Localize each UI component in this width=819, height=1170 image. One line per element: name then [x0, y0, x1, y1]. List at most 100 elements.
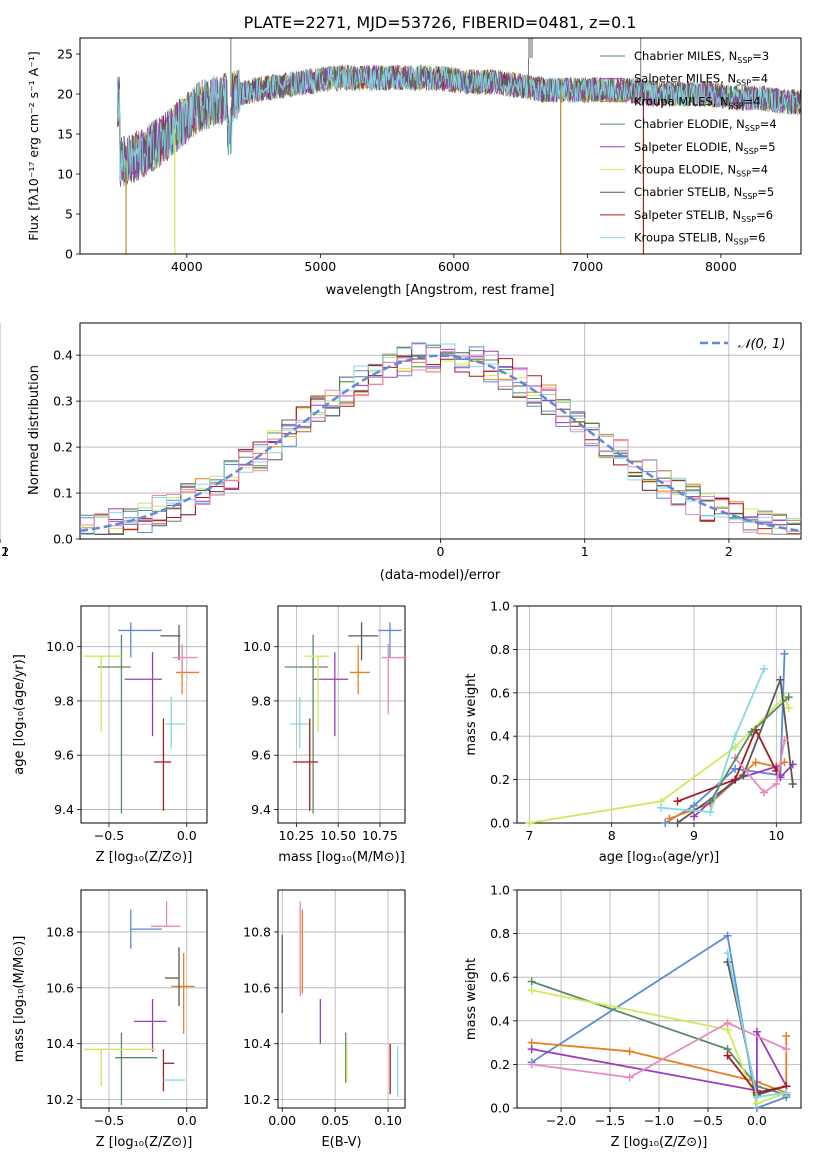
legend-label: Salpeter ELODIE, NSSP=5	[634, 140, 776, 156]
mass-z-errorbars	[84, 901, 195, 1106]
age-mass-ytick-label: 9.6	[251, 748, 271, 763]
mw-age-marker	[657, 803, 666, 812]
histogram-xtick-label: 0	[437, 544, 445, 559]
mw-age-ytick-label: 0.0	[490, 816, 510, 831]
histogram-ytick-label: 0.3	[53, 394, 73, 409]
mw-z-marker	[723, 1018, 732, 1027]
spectrum-panel: PLATE=2271, MJD=53726, FIBERID=0481, z=0…	[26, 13, 802, 298]
spectrum-xtick-label: 6000	[438, 259, 470, 274]
age-z-xlabel: Z [log₁₀(Z/Z⊙)]	[96, 850, 193, 865]
legend-subscript: SSP	[741, 215, 756, 224]
mw-z-marker	[527, 1060, 536, 1069]
age-mass-xtick-label: 10.50	[320, 828, 356, 843]
mass-ebv-xlabel: E(B-V)	[321, 1135, 361, 1150]
mw-age-marker	[784, 703, 793, 712]
spectrum-ytick-label: 10	[57, 167, 73, 182]
histogram-legend-label: 𝒩(0, 1)	[738, 337, 785, 352]
age-z-xtick-label: −0.5	[94, 828, 124, 843]
mw-age-marker	[759, 788, 768, 797]
mass-ebv-xtick-label: 0.00	[268, 1113, 296, 1128]
mw-z-ytick-label: 1.0	[490, 883, 510, 898]
histogram-xlabel: (data-model)/error	[380, 568, 501, 583]
mw-age-ytick-label: 0.6	[490, 685, 510, 700]
mass-z-xtick-label: −0.5	[94, 1113, 124, 1128]
age-mass-errorbars	[284, 622, 407, 814]
mw-age-marker	[751, 758, 760, 767]
age-mass-ytick-label: 10.0	[243, 639, 271, 654]
age-z-ylabel: age [log₁₀(age/yr)]	[12, 654, 27, 775]
mw-age-marker	[673, 797, 682, 806]
legend-suffix: =4	[751, 72, 768, 86]
mw-z-marker	[527, 1045, 536, 1054]
mw-z-ylabel: mass weight	[464, 958, 479, 1040]
mw-z-ytick-label: 0.8	[490, 926, 510, 941]
mw-z-marker	[527, 986, 536, 995]
age-z-ytick-label: 9.4	[54, 802, 74, 817]
spectrum-xtick-label: 5000	[304, 259, 336, 274]
spectrum-ytick-label: 0	[65, 247, 73, 262]
mw-age-marker	[731, 732, 740, 741]
mw-age-marker	[780, 736, 789, 745]
mw-z-marker	[723, 1051, 732, 1060]
mass-z-ylabel-text: mass [log₁₀(M/M⊙)]	[12, 936, 27, 1063]
mw-z-xtick-label: −0.5	[693, 1113, 723, 1128]
mw-z-xtick-label: 0.0	[747, 1113, 767, 1128]
mw-z-series	[531, 989, 787, 1105]
spectrum-line	[117, 65, 801, 183]
mw-age-marker	[780, 649, 789, 658]
mass-z-ytick-label: 10.2	[46, 1092, 74, 1107]
legend-suffix: =4	[751, 163, 768, 177]
histogram-ytick-label: 0.1	[53, 486, 73, 501]
mw-age-marker	[706, 797, 715, 806]
spectrum-legend: Chabrier MILES, NSSP=3 Salpeter MILES, NS…	[600, 49, 777, 247]
mw-z-ytick-label: 0.2	[490, 1057, 510, 1072]
legend-suffix: =4	[744, 94, 761, 108]
legend-subscript: SSP	[736, 79, 751, 88]
mw-age-ytick-label: 0.4	[490, 729, 510, 744]
spectrum-ylabel-text: Flux [fλ10⁻¹⁷ erg cm⁻² s⁻¹ A⁻¹]	[26, 51, 41, 240]
histogram-xtick-label: 2	[725, 544, 733, 559]
mass-z-ytick-label: 10.6	[46, 980, 74, 995]
mass-z-ylabel: mass [log₁₀(M/M⊙)]	[12, 936, 27, 1063]
normal-curve	[79, 354, 802, 533]
age-mass-xlabel: mass [log₁₀(M/M⊙)]	[278, 850, 405, 865]
mass-ebv-ytick-label: 10.8	[243, 924, 271, 939]
mw-age-lines	[525, 649, 797, 827]
mw-z-marker	[723, 949, 732, 958]
age-vs-metallicity-panel: −0.5 0.0 9.4 9.6 9.8 10.0 Z [log₁₀(Z/Z⊙)] age […	[12, 605, 208, 865]
legend-subscript: SSP	[736, 170, 751, 179]
spectrum-ylabel: Flux [fλ10⁻¹⁷ erg cm⁻² s⁻¹ A⁻¹]	[26, 51, 41, 240]
age-mass-frame	[277, 605, 406, 824]
spectrum-xtick-label: 8000	[705, 259, 737, 274]
mw-age-marker	[731, 775, 740, 784]
legend-subscript: SSP	[742, 192, 757, 201]
histogram-ytick-label: 0.4	[53, 348, 73, 363]
mw-z-marker	[752, 1093, 761, 1102]
spectrum-title: PLATE=2271, MJD=53726, FIBERID=0481, z=0…	[244, 13, 637, 32]
mw-age-ytick-label: 1.0	[490, 599, 510, 614]
mw-age-marker	[689, 812, 698, 821]
mw-z-marker	[782, 1045, 791, 1054]
histogram-ytick-label: 0.0	[53, 532, 73, 547]
legend-label: Chabrier STELIB, NSSP=5	[634, 185, 774, 201]
age-z-ytick-label: 9.8	[54, 693, 74, 708]
histogram-series	[80, 347, 801, 533]
histogram-xtick-label: −2	[0, 544, 9, 559]
mass-vs-extinction-panel: 0.00 0.05 0.10 10.2 10.4 10.6 10.8 E(B-V)	[243, 889, 406, 1150]
mass-ebv-ytick-label: 10.6	[243, 980, 271, 995]
mw-age-xtick-label: 9	[690, 828, 698, 843]
spectrum-xtick-label: 7000	[571, 259, 603, 274]
mw-age-series	[734, 740, 786, 794]
mw-age-series	[677, 727, 778, 803]
mw-z-marker	[752, 1027, 761, 1036]
mass-z-ytick-label: 10.8	[46, 924, 74, 939]
mw-z-ytick-label: 0.0	[490, 1101, 510, 1116]
legend-label: Kroupa ELODIE, NSSP=4	[634, 163, 768, 179]
mass-ebv-errorbars	[281, 901, 399, 1097]
mass-z-xlabel: Z [log₁₀(Z/Z⊙)]	[96, 1135, 193, 1150]
mw-z-xtick-label: −2.0	[546, 1113, 576, 1128]
mw-z-series	[531, 1021, 787, 1079]
mass-ebv-xtick-label: 0.05	[321, 1113, 349, 1128]
age-z-ytick-label: 10.0	[46, 639, 74, 654]
legend-label: Chabrier ELODIE, NSSP=4	[634, 117, 777, 133]
